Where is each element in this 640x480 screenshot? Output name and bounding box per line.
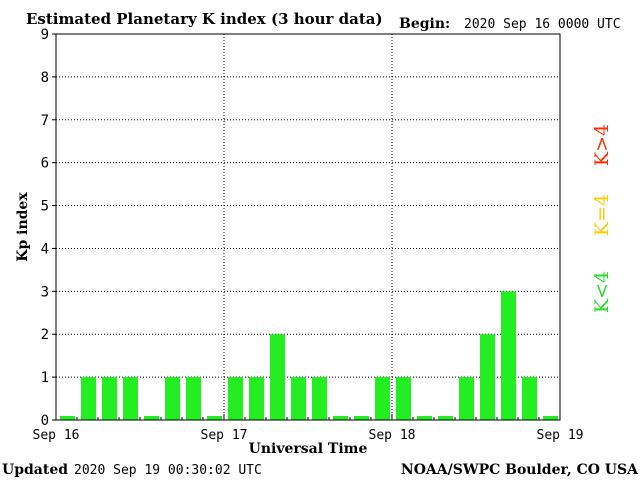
kp-bar bbox=[123, 377, 138, 420]
updated-label: Updated bbox=[2, 462, 68, 478]
x-tick-label: Sep 16 bbox=[33, 428, 80, 443]
y-ticks: 0 1 2 3 4 5 6 7 8 9 bbox=[41, 27, 56, 429]
kp-bar bbox=[60, 416, 75, 420]
kp-bar bbox=[270, 334, 285, 420]
legend-label: K=4 bbox=[591, 194, 613, 236]
y-axis-label: Kp index bbox=[15, 192, 31, 262]
y-tick-label: 1 bbox=[41, 370, 49, 386]
kp-bar bbox=[480, 334, 495, 420]
kp-bar bbox=[396, 377, 411, 420]
kp-bar bbox=[375, 377, 390, 420]
kp-bar bbox=[207, 416, 222, 420]
x-axis-label: Universal Time bbox=[249, 441, 368, 457]
gridlines bbox=[56, 34, 560, 420]
kp-bar bbox=[501, 291, 516, 420]
kp-bar bbox=[438, 416, 453, 420]
kp-bar bbox=[522, 377, 537, 420]
y-tick-label: 3 bbox=[41, 284, 49, 300]
updated-value: 2020 Sep 19 00:30:02 UTC bbox=[74, 463, 262, 478]
begin-value: 2020 Sep 16 0000 UTC bbox=[464, 17, 621, 32]
x-tick-label: Sep 18 bbox=[369, 428, 416, 443]
x-tick-label: Sep 19 bbox=[537, 428, 584, 443]
y-tick-label: 6 bbox=[41, 156, 49, 172]
chart-title: Estimated Planetary K index (3 hour data… bbox=[26, 10, 383, 28]
kp-bar bbox=[291, 377, 306, 420]
kp-bar bbox=[186, 377, 201, 420]
legend-label: K<4 bbox=[591, 271, 613, 313]
y-tick-label: 2 bbox=[41, 327, 49, 343]
y-tick-label: 8 bbox=[41, 70, 49, 86]
bars bbox=[60, 291, 558, 420]
y-tick-label: 7 bbox=[41, 113, 49, 129]
source-credit: NOAA/SWPC Boulder, CO USA bbox=[401, 462, 639, 478]
kp-bar bbox=[312, 377, 327, 420]
kp-bar bbox=[249, 377, 264, 420]
x-ticks: Sep 16 Sep 17 Sep 18 Sep 19 bbox=[33, 414, 584, 443]
kp-bar bbox=[165, 377, 180, 420]
begin-label: Begin: bbox=[399, 16, 450, 32]
legend: K>4 K=4 K<4 bbox=[591, 124, 613, 313]
kp-bar bbox=[81, 377, 96, 420]
kp-bar bbox=[333, 416, 348, 420]
kp-bar bbox=[459, 377, 474, 420]
legend-label: K>4 bbox=[591, 124, 613, 166]
kp-bar bbox=[144, 416, 159, 420]
kp-bar bbox=[102, 377, 117, 420]
y-tick-label: 5 bbox=[41, 199, 49, 215]
kp-bar bbox=[228, 377, 243, 420]
y-tick-label: 4 bbox=[41, 241, 49, 257]
x-tick-label: Sep 17 bbox=[201, 428, 248, 443]
y-tick-label: 0 bbox=[41, 413, 49, 429]
y-tick-label: 9 bbox=[41, 27, 49, 43]
kp-bar bbox=[543, 416, 558, 420]
kp-bar bbox=[354, 416, 369, 420]
kp-bar bbox=[417, 416, 432, 420]
